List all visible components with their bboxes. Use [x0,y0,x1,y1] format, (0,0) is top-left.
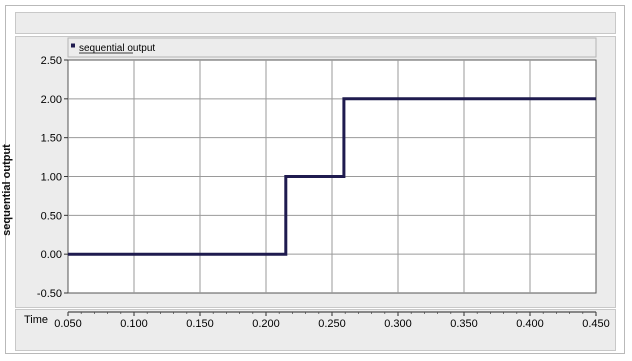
legend-box [67,37,597,58]
x-tick-label: 0.050 [54,318,82,330]
legend-swatch [71,43,75,48]
x-tick-label: 0.450 [582,318,610,330]
x-axis: 0.050 0.100 0.150 0.200 0.250 0.300 0.350 0.400… [54,311,610,330]
y-tick-label: 1.50 [41,133,62,145]
legend-label: sequential output [79,43,155,54]
y-tick-label: 1.00 [41,172,62,184]
y-axis-label: sequential output [1,144,13,236]
x-tick-label: 0.400 [516,318,544,330]
y-axis-ticks: 2.50 2.00 1.50 1.00 0.50 0.00 -0.50 [37,55,68,300]
y-tick-label: 2.50 [41,55,62,67]
y-tick-label: 0.00 [41,249,62,261]
y-tick-label: 2.00 [41,94,62,106]
x-tick-label: 0.350 [450,318,478,330]
x-axis-panel [15,309,616,351]
series-line [68,97,596,256]
x-axis-label: Time [24,314,48,326]
x-tick-label: 0.100 [120,318,148,330]
series-group [67,97,597,256]
chart-title-strip [15,12,616,34]
x-tick-label: 0.150 [186,318,214,330]
x-tick-label: 0.300 [384,318,412,330]
y-tick-label: -0.50 [37,288,62,300]
x-tick-label: 0.250 [318,318,346,330]
x-tick-label: 0.200 [252,318,280,330]
y-tick-label: 0.50 [41,210,62,222]
